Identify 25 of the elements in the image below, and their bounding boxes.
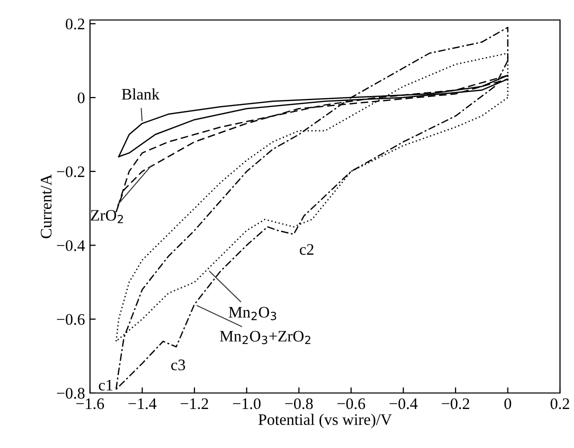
x-tick-label: 0 [504,398,512,410]
annotation: ZrO$_{2}$ [90,210,123,224]
x-tick-label: −0.6 [337,398,366,410]
x-tick-label: −0.8 [285,398,313,410]
x-tick-label: −1.0 [232,398,261,410]
y-tick-label: −0.2 [56,166,84,178]
y-axis-title: Current/A [40,174,52,238]
y-tick-label: 0.2 [66,18,84,30]
annotation: c3 [171,360,186,370]
x-tick-label: −1.2 [180,398,208,410]
x-tick-label: −1.4 [128,398,156,410]
y-tick-label: 0 [78,92,85,104]
x-tick-label: −0.2 [442,398,470,410]
y-tick-label: −0.8 [56,388,85,399]
annotation: Blank [122,88,160,100]
annotation: c2 [300,244,314,255]
annotation: Mn$_{2}$O$_{3}$ [228,306,276,320]
annotation: Mn$_{2}$O$_{3}$+ZrO$_{2}$ [220,330,310,344]
x-tick-label: −1.6 [76,398,104,410]
x-tick-label: 0.2 [550,398,570,410]
x-axis-title: Potential (vs wire)/V [258,414,392,428]
x-tick-label: −0.4 [390,398,418,410]
y-tick-label: −0.4 [56,240,85,252]
y-tick-label: −0.6 [56,314,85,325]
annotation: c1 [98,380,112,391]
